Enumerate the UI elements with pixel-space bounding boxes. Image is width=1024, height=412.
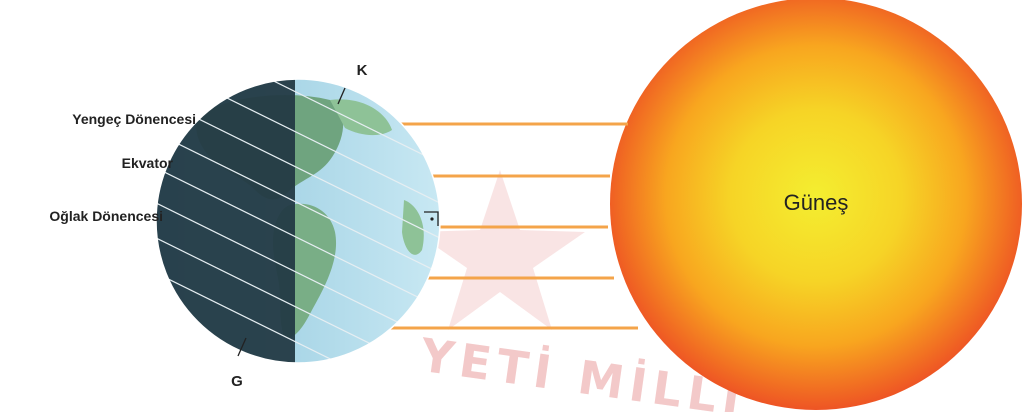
south-pole-label: G	[231, 373, 243, 390]
sun-rays	[382, 119, 638, 333]
latitude-line-8	[156, 269, 440, 363]
sun-label: Güneş	[784, 190, 849, 215]
continent-europe	[330, 99, 392, 136]
north-pole-marker: K	[337, 62, 368, 105]
sun-disc	[610, 0, 1022, 410]
earth-outline	[155, 78, 441, 364]
watermark-star-icon	[415, 170, 585, 330]
latitude-line-4	[156, 129, 440, 279]
continent-africa-edge	[402, 200, 424, 255]
latitude-line-1	[156, 79, 440, 169]
north-pole-label: K	[357, 62, 368, 79]
tropic-of-capricorn-label: Oğlak Dönencesi	[49, 208, 163, 224]
earth	[155, 78, 441, 364]
latitude-line-5	[156, 164, 440, 314]
sun: Güneş	[610, 0, 1022, 410]
latitude-line-3	[156, 94, 440, 244]
right-angle-marker-icon	[424, 211, 439, 226]
equator-label: Ekvator	[122, 155, 174, 171]
tropic-of-cancer-label: Yengeç Dönencesi	[72, 111, 196, 127]
south-pole-marker: G	[231, 337, 247, 390]
